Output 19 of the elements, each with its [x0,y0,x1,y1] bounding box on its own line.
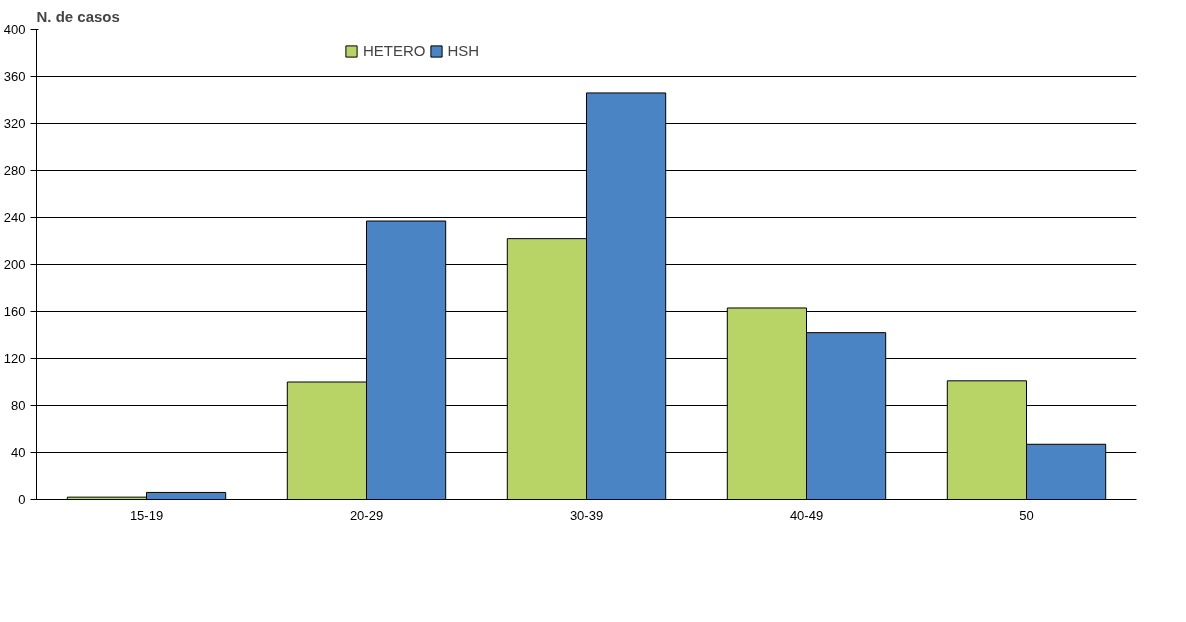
y-tick-label: 400 [3,22,26,37]
y-tick-label: 280 [3,163,26,178]
x-tick-label: 15-19 [129,507,164,523]
x-tick-label: 40-49 [789,507,824,523]
y-tick-label: 200 [3,257,26,272]
x-tick-label: 30-39 [569,507,604,523]
y-tick-label: 80 [11,398,26,413]
x-tick-label: 20-29 [349,507,384,523]
y-axis-title: N. de casos [36,7,120,25]
y-tick-label: 40 [11,445,26,460]
legend-label: HETERO [363,42,426,59]
y-tick-label: 0 [18,492,26,507]
y-tick-label: 360 [3,69,26,84]
x-tick-label: 50 [1019,507,1034,523]
y-tick-label: 320 [3,116,26,131]
y-tick-label: 120 [3,351,26,366]
y-tick-label: 160 [3,304,26,319]
legend-label: HSH [447,42,480,59]
y-tick-label: 240 [3,210,26,225]
